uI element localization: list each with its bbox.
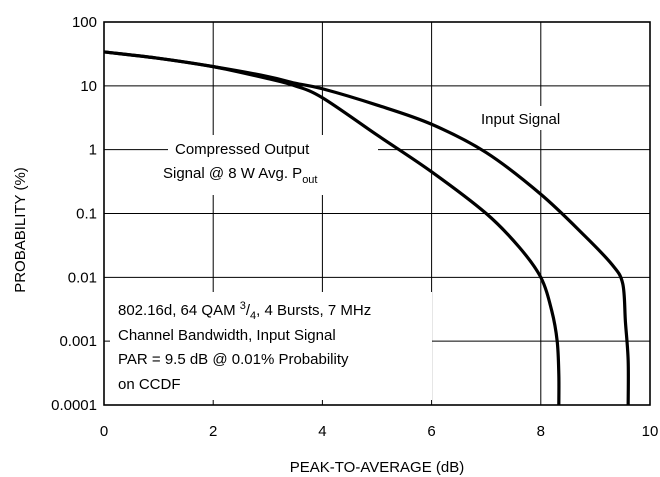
x-tick-label-5: 10 [642,423,659,440]
y-tick-label-2: 1 [89,142,97,159]
y-axis-title: PROBABILITY (%) [12,167,29,293]
y-tick-label-0: 100 [72,14,97,31]
tick-label-layer: 0 2 4 6 8 10 100 10 1 0.1 0.01 0.001 0.0001 [51,14,658,440]
series-line-compressed-output [103,50,561,406]
note-line-2: Channel Bandwidth, Input Signal [118,327,336,344]
note-fraction-denominator: 4 [250,310,256,322]
x-tick-label-3: 6 [427,423,435,440]
note-fraction-slash: / [246,302,251,319]
x-tick-label-4: 8 [537,423,545,440]
output-signal-label-line2: Signal @ 8 W Avg. Pout [163,165,317,186]
input-signal-label: Input Signal [481,111,560,128]
output-label-text: Signal @ 8 W Avg. P [163,165,302,182]
note-line-1: 802.16d, 64 QAM 3/4, 4 Bursts, 7 MHz [118,300,371,322]
curve-layer [103,50,630,406]
note-line-3: PAR = 9.5 dB @ 0.01% Probability [118,351,349,368]
annotation-masks [110,106,585,400]
note-fraction-numerator: 3 [240,300,246,312]
output-label-subscript: out [302,174,317,186]
note-line-4: on CCDF [118,376,181,393]
note-line-1-prefix: 802.16d, 64 QAM [118,302,240,319]
y-tick-label-5: 0.001 [59,333,97,350]
y-tick-label-1: 10 [80,78,97,95]
y-tick-label-3: 0.1 [76,206,97,223]
x-tick-label-1: 2 [209,423,217,440]
output-signal-label-line1: Compressed Output [175,141,310,158]
x-tick-label-0: 0 [100,423,108,440]
frame-layer [103,21,651,406]
x-tick-label-2: 4 [318,423,326,440]
y-tick-label-6: 0.0001 [51,397,97,414]
note-line-1-suffix: , 4 Bursts, 7 MHz [256,302,371,319]
plot-frame [103,21,651,406]
y-tick-label-4: 0.01 [68,269,97,286]
x-axis-title: PEAK-TO-AVERAGE (dB) [290,459,465,476]
